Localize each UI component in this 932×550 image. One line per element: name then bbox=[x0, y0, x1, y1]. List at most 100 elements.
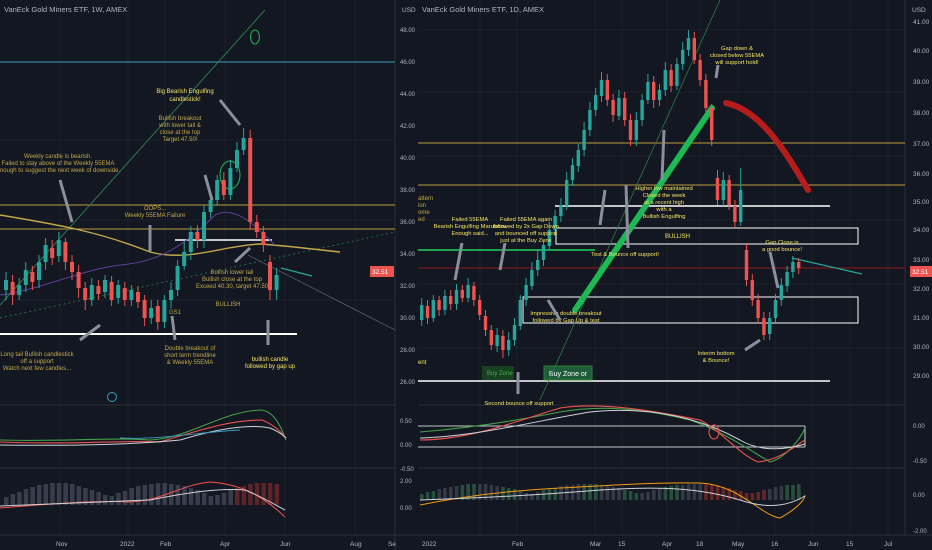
right-candle bbox=[623, 98, 627, 120]
left-candle bbox=[195, 232, 200, 240]
right-candle bbox=[553, 216, 557, 230]
left-candle bbox=[96, 286, 101, 294]
left-last-price-text: 32.51 bbox=[372, 269, 389, 276]
left-event-marker bbox=[107, 392, 117, 402]
right-candle bbox=[472, 286, 476, 300]
left-candle bbox=[30, 272, 35, 282]
price-axis-30: 30.00 bbox=[913, 344, 930, 351]
left-candle bbox=[208, 200, 213, 212]
right-candle bbox=[460, 290, 464, 298]
left-hist-bar bbox=[228, 490, 233, 505]
left-osc1-green bbox=[0, 409, 287, 442]
right-candle bbox=[541, 245, 546, 260]
price-axis-38: 38.00 bbox=[913, 110, 930, 117]
left-candle bbox=[136, 292, 140, 302]
right-candle bbox=[657, 90, 662, 100]
left-hist-bar bbox=[17, 492, 22, 505]
right-buy-zone-b-label: Buy Zone or bbox=[549, 371, 588, 378]
right-hist-bar bbox=[489, 485, 494, 500]
right-hist-bar bbox=[646, 492, 650, 500]
osc2-axis-200: 2.00 bbox=[400, 479, 412, 485]
right-hist-bar bbox=[750, 493, 755, 500]
right-hist-bar bbox=[425, 492, 430, 500]
right-candle bbox=[518, 300, 522, 326]
osc2-axis-000: 0.00 bbox=[400, 506, 412, 512]
right-candle bbox=[652, 82, 656, 100]
inner-axis-26: 26.00 bbox=[400, 380, 416, 386]
left-candle bbox=[261, 232, 266, 245]
right-candle bbox=[744, 250, 749, 280]
left-time-2: Feb bbox=[160, 541, 172, 548]
left-candle bbox=[155, 306, 160, 322]
right-osc1-axis: 0.50 0.00 -0.50 0.00 -0.50 bbox=[400, 419, 927, 473]
left-osc1-blue bbox=[119, 429, 241, 439]
right-osc1-green bbox=[419, 407, 806, 463]
left-arrows bbox=[58, 99, 270, 345]
left-hist-bar bbox=[122, 491, 128, 505]
left-candle bbox=[17, 285, 22, 295]
right-hist-bar bbox=[710, 485, 714, 500]
right-trend-thin bbox=[539, 0, 721, 401]
left-hist-bar bbox=[83, 488, 88, 505]
left-candle bbox=[254, 222, 259, 232]
right-trend-green-bold bbox=[572, 105, 715, 313]
right-support-box bbox=[522, 296, 859, 324]
right-osc1-red bbox=[419, 405, 806, 463]
left-candle bbox=[182, 252, 187, 266]
right-candle bbox=[466, 285, 470, 298]
left-candle bbox=[50, 248, 55, 258]
right-osc1-white bbox=[419, 409, 806, 450]
right-candle bbox=[425, 306, 430, 318]
right-hist-bar bbox=[617, 488, 621, 500]
left-hist-bar bbox=[109, 496, 115, 505]
left-hist-bar bbox=[142, 485, 148, 505]
left-hist-bar bbox=[215, 495, 220, 505]
osc1-axis-neg050: -0.50 bbox=[400, 467, 414, 473]
right-candle bbox=[768, 318, 772, 334]
left-panel: VanEck Gold Miners ETF, 1W, AMEX Big Bea… bbox=[0, 5, 396, 548]
left-hist-bar bbox=[116, 493, 121, 505]
right-candle bbox=[715, 178, 720, 200]
right-hist-bar bbox=[756, 492, 760, 500]
left-hist-bar bbox=[188, 488, 194, 505]
left-candle bbox=[89, 285, 94, 300]
right-hist-bar bbox=[698, 484, 702, 500]
left-hist-bar bbox=[136, 486, 141, 505]
right-trend-short bbox=[791, 257, 863, 275]
left-candle bbox=[116, 285, 121, 298]
left-candle bbox=[142, 300, 147, 318]
price-axis-32: 32.00 bbox=[913, 286, 930, 293]
right-candle bbox=[443, 296, 447, 310]
right-candle bbox=[512, 325, 517, 340]
right-candle bbox=[721, 180, 725, 200]
price-axis-41: 41.00 bbox=[913, 19, 930, 26]
right-hist-bar bbox=[663, 487, 668, 500]
left-hist-bar bbox=[162, 483, 167, 505]
right-hist-bar bbox=[541, 490, 546, 500]
right-panel-title: VanEck Gold Miners ETF, 1D, AMEX bbox=[422, 5, 544, 14]
osc2-right-axis-000: 0.00 bbox=[913, 493, 925, 499]
right-hist-bar bbox=[472, 484, 476, 500]
right-hist-bar bbox=[628, 491, 633, 500]
left-candle bbox=[37, 262, 41, 280]
right-left-fragments: attern ion ome ed bbox=[418, 196, 433, 223]
right-time-7: 16 bbox=[771, 541, 779, 548]
left-time-3: Apr bbox=[220, 541, 231, 548]
left-trend-grey bbox=[247, 254, 396, 331]
right-hist-bar bbox=[733, 490, 737, 500]
price-axis-33: 33.00 bbox=[913, 257, 930, 264]
right-hist-bar bbox=[675, 485, 679, 500]
right-time-9: 15 bbox=[846, 541, 854, 548]
left-candle bbox=[23, 270, 28, 285]
right-candle bbox=[501, 336, 505, 350]
left-candle bbox=[175, 266, 180, 290]
left-hist-bar bbox=[89, 490, 95, 505]
right-hist-bar bbox=[715, 486, 720, 500]
right-candle bbox=[483, 316, 488, 330]
right-candle bbox=[750, 280, 754, 300]
right-candle bbox=[570, 165, 575, 180]
left-candle bbox=[215, 180, 220, 200]
inner-axis-38: 38.00 bbox=[400, 188, 416, 194]
right-hist-bar bbox=[478, 484, 482, 500]
